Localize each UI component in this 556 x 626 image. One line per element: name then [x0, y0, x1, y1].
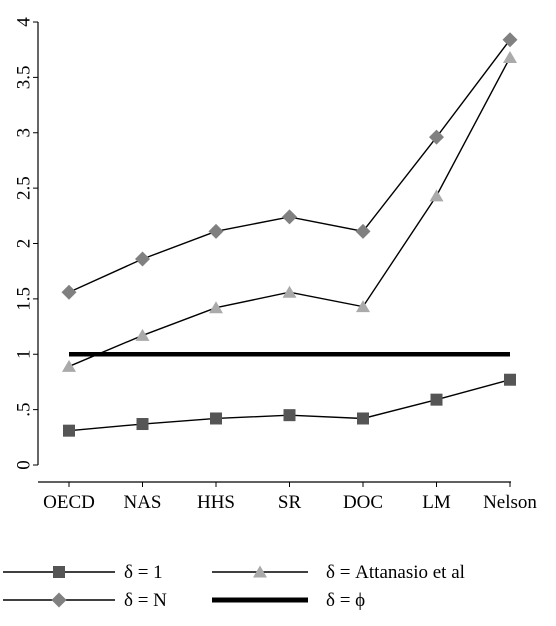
data-point-series-3: [61, 284, 77, 300]
x-tick-label: DOC: [343, 492, 383, 513]
data-point-series-1: [357, 412, 369, 425]
series-line-3: [68, 39, 511, 293]
data-point-series-2: [356, 300, 370, 313]
x-tick-label: SR: [278, 492, 302, 513]
x-tick-label: NAS: [123, 492, 161, 513]
series-line-1: [68, 379, 511, 432]
data-point-series-3: [282, 209, 297, 225]
x-tick-label: OECD: [43, 492, 95, 513]
data-point-series-1: [63, 424, 75, 437]
legend: δ = 1 δ = Attanasio et al δ = N δ = ϕ: [3, 562, 465, 611]
x-tick-label: HHS: [197, 492, 235, 513]
data-point-series-2: [429, 189, 444, 202]
legend-marker: [253, 565, 267, 578]
data-point-series-2: [503, 50, 517, 63]
y-tick-label: 1.5: [14, 287, 35, 311]
data-point-series-2: [282, 285, 297, 298]
y-tick-label: 4: [14, 17, 35, 27]
legend-marker: [53, 566, 65, 578]
y-tick-label: 2.5: [14, 176, 35, 200]
legend-label: δ = 1: [124, 562, 163, 583]
x-axis-ticks: OECD NAS HHS SR DOC LM Nelson: [43, 482, 537, 513]
data-point-series-3: [429, 129, 444, 145]
y-tick-label: 0: [14, 460, 35, 470]
y-tick-label: .5: [14, 403, 35, 417]
data-point-series-3: [135, 251, 150, 267]
series-lines: [68, 39, 511, 432]
data-point-series-1: [504, 373, 516, 386]
y-tick-label: 3: [14, 128, 35, 138]
data-point-series-3: [355, 223, 371, 239]
data-point-series-2: [135, 328, 150, 341]
legend-label: δ = ϕ: [326, 590, 365, 611]
y-tick-label: 3.5: [14, 66, 35, 90]
y-tick-label: 1: [14, 350, 35, 360]
data-point-series-1: [430, 393, 443, 406]
data-point-series-3: [502, 32, 518, 48]
data-point-series-1: [210, 412, 222, 425]
series-markers: [61, 32, 518, 437]
y-axis-ticks: 0 .5 1 1.5 2 2.5 3 3.5 4: [14, 17, 38, 470]
x-tick-label: LM: [422, 492, 451, 513]
y-tick-label: 2: [14, 239, 35, 249]
data-point-series-2: [209, 301, 223, 314]
legend-marker: [51, 592, 67, 608]
data-point-series-1: [136, 418, 149, 431]
legend-label: δ = Attanasio et al: [326, 562, 465, 583]
data-point-series-1: [283, 409, 296, 422]
x-tick-label: Nelson: [483, 492, 537, 513]
legend-label: δ = N: [124, 590, 167, 611]
data-point-series-3: [208, 223, 224, 239]
data-point-series-2: [62, 359, 76, 372]
